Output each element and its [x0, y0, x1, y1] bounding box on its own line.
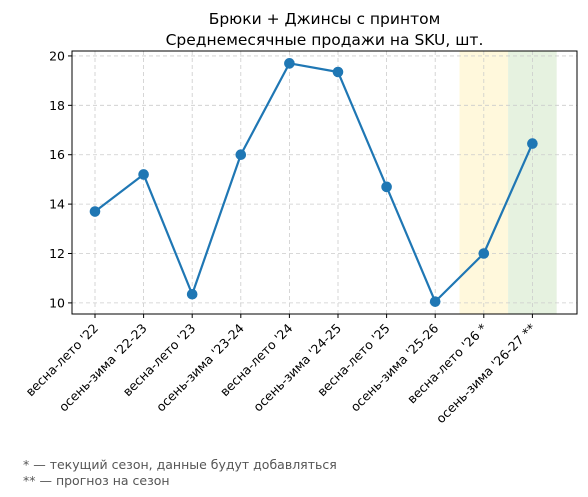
x-tick-label: осень-зима '24-25 — [250, 321, 344, 415]
y-tick-label: 20 — [49, 48, 65, 63]
y-tick-label: 16 — [49, 147, 65, 162]
chart-subtitle: Среднемесячные продажи на SKU, шт. — [166, 31, 484, 49]
footnote-current-season: * — текущий сезон, данные будут добавлят… — [23, 457, 337, 472]
x-tick-label: осень-зима '26-27 ** — [433, 321, 539, 427]
y-tick-label: 10 — [49, 295, 65, 310]
data-point — [89, 206, 101, 217]
data-point — [186, 288, 198, 300]
highlight-region-0 — [459, 51, 509, 314]
x-tick-label: осень-зима '22-23 — [56, 321, 150, 415]
data-point — [284, 58, 295, 69]
y-tick-label: 14 — [49, 197, 65, 212]
footnote-forecast: ** — прогноз на сезон — [23, 473, 170, 488]
series-line — [94, 62, 534, 303]
data-point — [332, 66, 344, 78]
data-point — [381, 181, 392, 193]
data-point — [235, 149, 247, 161]
chart-title: Брюки + Джинсы с принтом — [209, 10, 441, 28]
data-point — [478, 248, 490, 259]
data-point — [138, 169, 149, 180]
y-axis: 10 12 14 16 18 20 — [49, 48, 72, 310]
data-point — [527, 138, 538, 149]
y-tick-label: 12 — [49, 246, 65, 261]
highlight-regions — [459, 51, 557, 314]
series — [89, 58, 538, 307]
x-tick-label: осень-зима '23-24 — [153, 320, 247, 414]
y-tick-label: 18 — [49, 98, 65, 113]
x-tick-label: осень-зима '25-26 — [347, 320, 441, 414]
plot-area-frame — [71, 50, 578, 315]
data-point — [429, 296, 441, 307]
